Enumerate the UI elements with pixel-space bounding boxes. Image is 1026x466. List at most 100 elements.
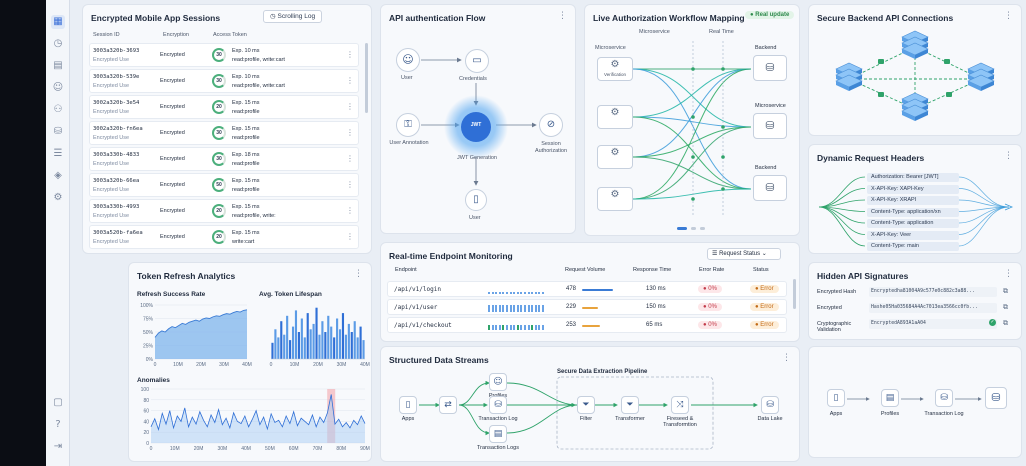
row-menu-icon[interactable]: ⋮ xyxy=(346,50,354,59)
session-id: 3003a330b-4993 xyxy=(93,204,140,210)
row-menu-icon[interactable]: ⋮ xyxy=(346,232,354,241)
server-stack-icon[interactable] xyxy=(901,30,929,59)
workflow-source-label: Verification xyxy=(603,72,626,77)
sliders-icon[interactable]: ☰ xyxy=(53,148,63,159)
user-node-icon[interactable]: ☺ xyxy=(396,48,420,72)
row-menu-icon[interactable]: ⋮ xyxy=(346,128,354,137)
signatures-menu-icon[interactable]: ⋮ xyxy=(1004,269,1013,279)
session-row[interactable]: 3003a320b-539e Encrypted Use Encrypted 30 Ex… xyxy=(89,69,359,93)
anomaly-line xyxy=(150,394,366,431)
lock-node-icon[interactable]: ⚿ xyxy=(396,113,420,137)
mini-database-icon[interactable]: ⛁ xyxy=(985,387,1007,409)
workflow-source-node[interactable]: ⚙ xyxy=(597,105,633,129)
org-icon[interactable]: ⚇ xyxy=(53,104,63,115)
clock-icon[interactable]: ◷ xyxy=(53,38,63,49)
workflow-source-node[interactable]: ⚙ Verification xyxy=(597,57,633,81)
lifespan-bar xyxy=(356,337,359,359)
mini-apps-icon[interactable]: ▯ xyxy=(827,389,845,407)
workflow-junction xyxy=(691,67,695,71)
token-refresh-menu-icon[interactable]: ⋮ xyxy=(354,269,363,279)
session-encryption: Encrypted xyxy=(160,104,185,110)
cube-icon[interactable]: ◈ xyxy=(54,170,62,181)
row-menu-icon[interactable]: ⋮ xyxy=(346,102,354,111)
router-icon[interactable]: ⇄ xyxy=(439,396,457,414)
monitoring-scrollbar[interactable] xyxy=(793,279,796,309)
scrolling-log-button[interactable]: ◷ Scrolling Log xyxy=(263,10,323,23)
header-chip[interactable]: X-API-Key: Veer xyxy=(867,230,959,240)
headers-menu-icon[interactable]: ⋮ xyxy=(1004,151,1013,161)
session-node-icon[interactable]: ⊘ xyxy=(539,113,563,137)
endpoint-volume: 229 xyxy=(566,304,577,310)
copy-icon[interactable]: ⧉ xyxy=(1003,287,1008,295)
mini-profiles-icon[interactable]: ▤ xyxy=(881,389,899,407)
header-chip[interactable]: Content-Type: application/xn xyxy=(867,207,959,217)
header-link xyxy=(958,206,1010,247)
credentials-node-icon[interactable]: ▭ xyxy=(465,49,489,73)
session-row[interactable]: 3003a330b-4993 Encrypted Use Encrypted 20 Ex… xyxy=(89,199,359,223)
workflow-diagram xyxy=(632,41,752,215)
endpoint-row[interactable]: /api/v1/checkout 253 65 ms ● 0% ● Error xyxy=(387,317,787,333)
logout-icon[interactable]: ⇥ xyxy=(53,441,63,452)
header-chip[interactable]: Content-Type: application xyxy=(867,219,959,228)
copy-icon[interactable]: ⧉ xyxy=(1003,303,1008,311)
settings-icon[interactable]: ⚙ xyxy=(53,192,63,203)
database-icon[interactable]: ⛁ xyxy=(53,126,63,137)
row-menu-icon[interactable]: ⋮ xyxy=(346,76,354,85)
data-lake-icon[interactable]: ⛁ xyxy=(761,396,779,414)
lifespan-bar xyxy=(306,313,309,359)
session-row[interactable]: 3003a520b-fa6ea Encrypted Use Encrypted 20 E… xyxy=(89,225,359,249)
transaction-log-icon[interactable]: ⛁ xyxy=(489,396,507,414)
workflow-link xyxy=(632,188,752,200)
session-row[interactable]: 3003a330b-4833 Encrypted Use Encrypted 30 Ex… xyxy=(89,147,359,171)
server-stack-icon[interactable] xyxy=(967,62,995,91)
copy-icon[interactable]: ⧉ xyxy=(1003,319,1008,327)
mini-node-label: Transaction Log xyxy=(924,411,964,417)
workflow-pager[interactable] xyxy=(677,227,707,230)
endpoint-row[interactable]: /api/v1/login 478 130 ms ● 0% ● Error xyxy=(387,281,787,297)
workflow-source-node[interactable]: ⚙ xyxy=(597,145,633,169)
session-row[interactable]: 3003a320b-66ea Encrypted Use Encrypted 50 Ex… xyxy=(89,173,359,197)
row-menu-icon[interactable]: ⋮ xyxy=(346,154,354,163)
document-icon[interactable]: ▤ xyxy=(53,60,63,71)
mini-transaction-log-icon[interactable]: ⛁ xyxy=(935,389,953,407)
dashboard-icon[interactable]: ▦ xyxy=(51,15,65,29)
session-row[interactable]: 3002a320b-3e54 Encrypted Use Encrypted 20 Ex… xyxy=(89,95,359,119)
session-row[interactable]: 3003a320b-3693 Encrypted Use Encrypted 30 Ex… xyxy=(89,43,359,67)
workflow-source-node[interactable]: ⚙ xyxy=(597,187,633,211)
header-chip[interactable]: X-API-Key: XAPI-Key xyxy=(867,184,959,194)
real-update-label: Real update xyxy=(755,12,790,18)
header-chip[interactable]: Content-Type: main xyxy=(867,242,959,251)
apps-phone-icon[interactable]: ▯ xyxy=(399,396,417,414)
lifespan-bar xyxy=(277,337,280,359)
sessions-scrollbar[interactable] xyxy=(365,43,368,113)
server-stack-icon[interactable] xyxy=(901,92,929,121)
database-icon[interactable]: ⛁ xyxy=(753,113,787,139)
filter-icon[interactable]: ⏷ xyxy=(577,396,595,414)
server-stack-icon[interactable] xyxy=(835,62,863,91)
row-menu-icon[interactable]: ⋮ xyxy=(346,206,354,215)
users-icon[interactable]: ☺ xyxy=(52,82,64,93)
session-row[interactable]: 3002a320b-fn6ea Encrypted Use Encrypted 30 E… xyxy=(89,121,359,145)
backend-menu-icon[interactable]: ⋮ xyxy=(1004,11,1013,21)
fireseed-icon[interactable]: ⤨ xyxy=(671,396,689,414)
jwt-badge[interactable]: JWT xyxy=(470,122,482,128)
header-chip[interactable]: Authorization: Bearer [JWT] xyxy=(867,173,959,182)
chevron-down-icon: ⌄ xyxy=(761,250,767,257)
phone-node-icon[interactable]: ▯ xyxy=(465,189,487,211)
backend-diagram xyxy=(835,30,995,121)
header-chip[interactable]: X-API-Key: XRAPI xyxy=(867,196,959,205)
row-menu-icon[interactable]: ⋮ xyxy=(346,180,354,189)
database-icon[interactable]: ⛁ xyxy=(753,175,787,201)
token-scope: read:profile xyxy=(232,187,260,193)
transformer-icon[interactable]: ⏷ xyxy=(621,396,639,414)
endpoint-row[interactable]: /api/v1/user 229 150 ms ● 0% ● Error xyxy=(387,299,787,315)
auth-flow-menu-icon[interactable]: ⋮ xyxy=(558,11,567,21)
help-icon[interactable]: ▢ xyxy=(53,397,63,408)
request-status-dropdown[interactable]: ☰ Request Status ⌄ xyxy=(707,248,781,260)
database-icon[interactable]: ⛁ xyxy=(753,55,787,81)
token-expiry: Exp. 15 ms xyxy=(232,178,260,184)
streams-menu-icon[interactable]: ⋮ xyxy=(782,353,791,363)
question-icon[interactable]: ? xyxy=(55,419,61,430)
transaction-logs-icon[interactable]: ▤ xyxy=(489,425,507,443)
profiles-icon[interactable]: ☺ xyxy=(489,373,507,391)
